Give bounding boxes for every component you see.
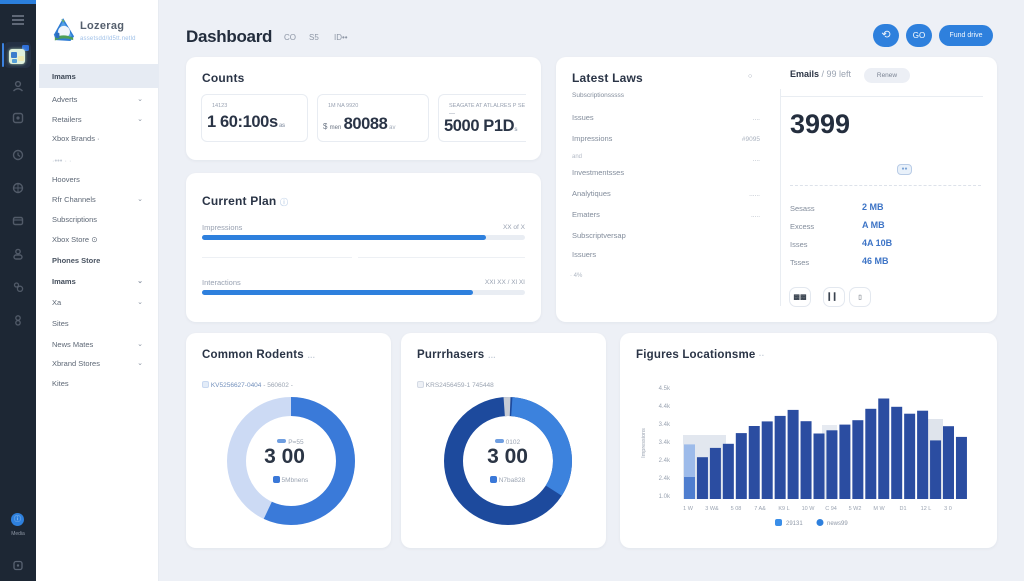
- svg-text:10 W: 10 W: [802, 506, 816, 512]
- svg-text:C 94: C 94: [825, 506, 837, 512]
- svg-text:news99: news99: [827, 521, 848, 527]
- svg-text:4.5k: 4.5k: [659, 386, 671, 392]
- svg-text:1 W: 1 W: [683, 506, 694, 512]
- svg-text:5 W2: 5 W2: [849, 506, 862, 512]
- svg-text:M W: M W: [873, 506, 885, 512]
- svg-text:3.4k: 3.4k: [659, 440, 671, 446]
- svg-text:29131: 29131: [786, 521, 803, 527]
- svg-text:7 A&: 7 A&: [754, 506, 766, 512]
- svg-text:12 L: 12 L: [921, 506, 932, 512]
- svg-text:Impressions: Impressions: [641, 428, 647, 458]
- svg-text:2.4k: 2.4k: [659, 458, 671, 464]
- svg-text:3.4k: 3.4k: [659, 422, 671, 428]
- svg-text:D1: D1: [899, 506, 906, 512]
- svg-text:3 W&: 3 W&: [705, 506, 719, 512]
- svg-text:2.4k: 2.4k: [659, 476, 671, 482]
- svg-text:1.0k: 1.0k: [659, 494, 671, 500]
- svg-text:4.4k: 4.4k: [659, 404, 671, 410]
- svg-text:K9 L: K9 L: [778, 506, 789, 512]
- svg-text:5 08: 5 08: [731, 506, 742, 512]
- svg-text:3 0: 3 0: [944, 506, 952, 512]
